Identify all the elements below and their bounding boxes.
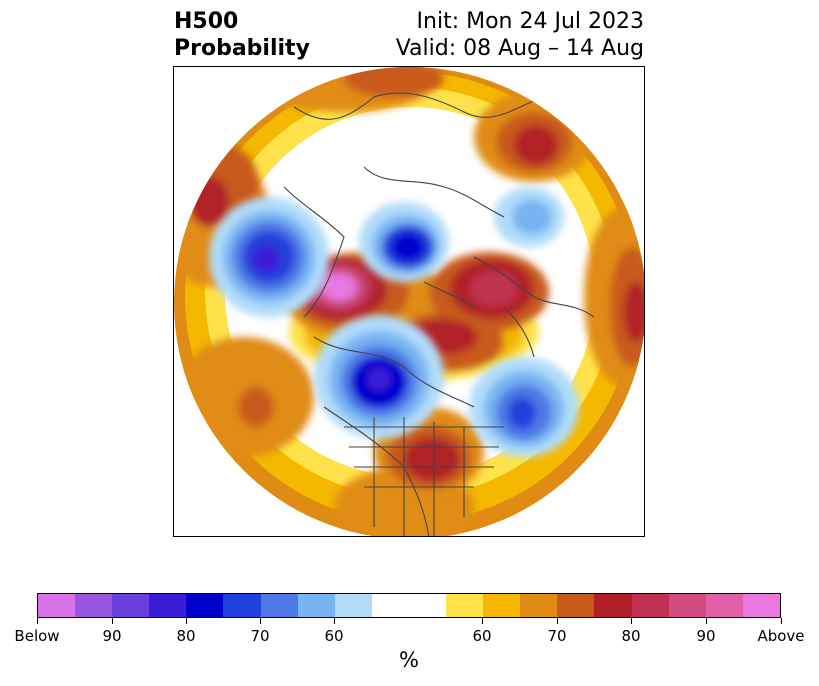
colorbar-tick (185, 618, 187, 624)
colorbar-tick-label: 90 (696, 627, 716, 645)
colorbar-tick (481, 618, 483, 624)
title-left: H500 Probability (174, 8, 310, 62)
valid-range: Valid: 08 Aug – 14 Aug (395, 36, 644, 61)
title-right: Init: Mon 24 Jul 2023 Valid: 08 Aug – 14… (396, 8, 644, 62)
colorbar-segment (668, 594, 706, 617)
colorbar-segment (334, 594, 372, 617)
colorbar-tick-label: 60 (324, 627, 344, 645)
title-variable: H500 (174, 9, 239, 34)
colorbar-tick-label: 80 (621, 627, 641, 645)
colorbar-tick (333, 618, 335, 624)
colorbar-tick (780, 618, 782, 624)
colorbar-segment (557, 594, 595, 617)
colorbar-tick-label: Above (757, 627, 805, 645)
colorbar-tick-label: 70 (547, 627, 567, 645)
colorbar-tick (111, 618, 113, 624)
colorbar-segment (297, 594, 335, 617)
colorbar-tick-label: 70 (250, 627, 270, 645)
colorbar-segment (446, 594, 484, 617)
colorbar-segment (705, 594, 743, 617)
colorbar-segment (223, 594, 261, 617)
coastlines (283, 92, 595, 536)
colorbar-segment (483, 594, 521, 617)
colorbar-tick (36, 618, 38, 624)
colorbar-segment (520, 594, 558, 617)
title-probability: Probability (174, 36, 310, 61)
colorbar-tick (630, 618, 632, 624)
colorbar-tick (259, 618, 261, 624)
colorbar-tick-label: Below (14, 627, 60, 645)
colorbar-segment (742, 594, 780, 617)
colorbar-tick (556, 618, 558, 624)
colorbar-segment (631, 594, 669, 617)
colorbar-segment (38, 594, 76, 617)
colorbar-segment (371, 594, 409, 617)
colorbar-tick-label: 60 (472, 627, 492, 645)
colorbar-tick (705, 618, 707, 624)
colorbar-segment (594, 594, 632, 617)
colorbar-segment (260, 594, 298, 617)
probability-map (174, 67, 644, 536)
colorbar-tick-label: 80 (176, 627, 196, 645)
colorbar-segment (186, 594, 224, 617)
colorbar-tick-label: 90 (102, 627, 122, 645)
colorbar-segment (112, 594, 150, 617)
globe-disc (174, 67, 644, 536)
colorbar-segment (149, 594, 187, 617)
init-date: Init: Mon 24 Jul 2023 (416, 9, 644, 34)
colorbar-segment (408, 594, 447, 617)
colorbar-segment (75, 594, 113, 617)
colorbar-unit: % (399, 648, 419, 672)
colorbar (37, 593, 781, 618)
map-frame (173, 66, 645, 537)
